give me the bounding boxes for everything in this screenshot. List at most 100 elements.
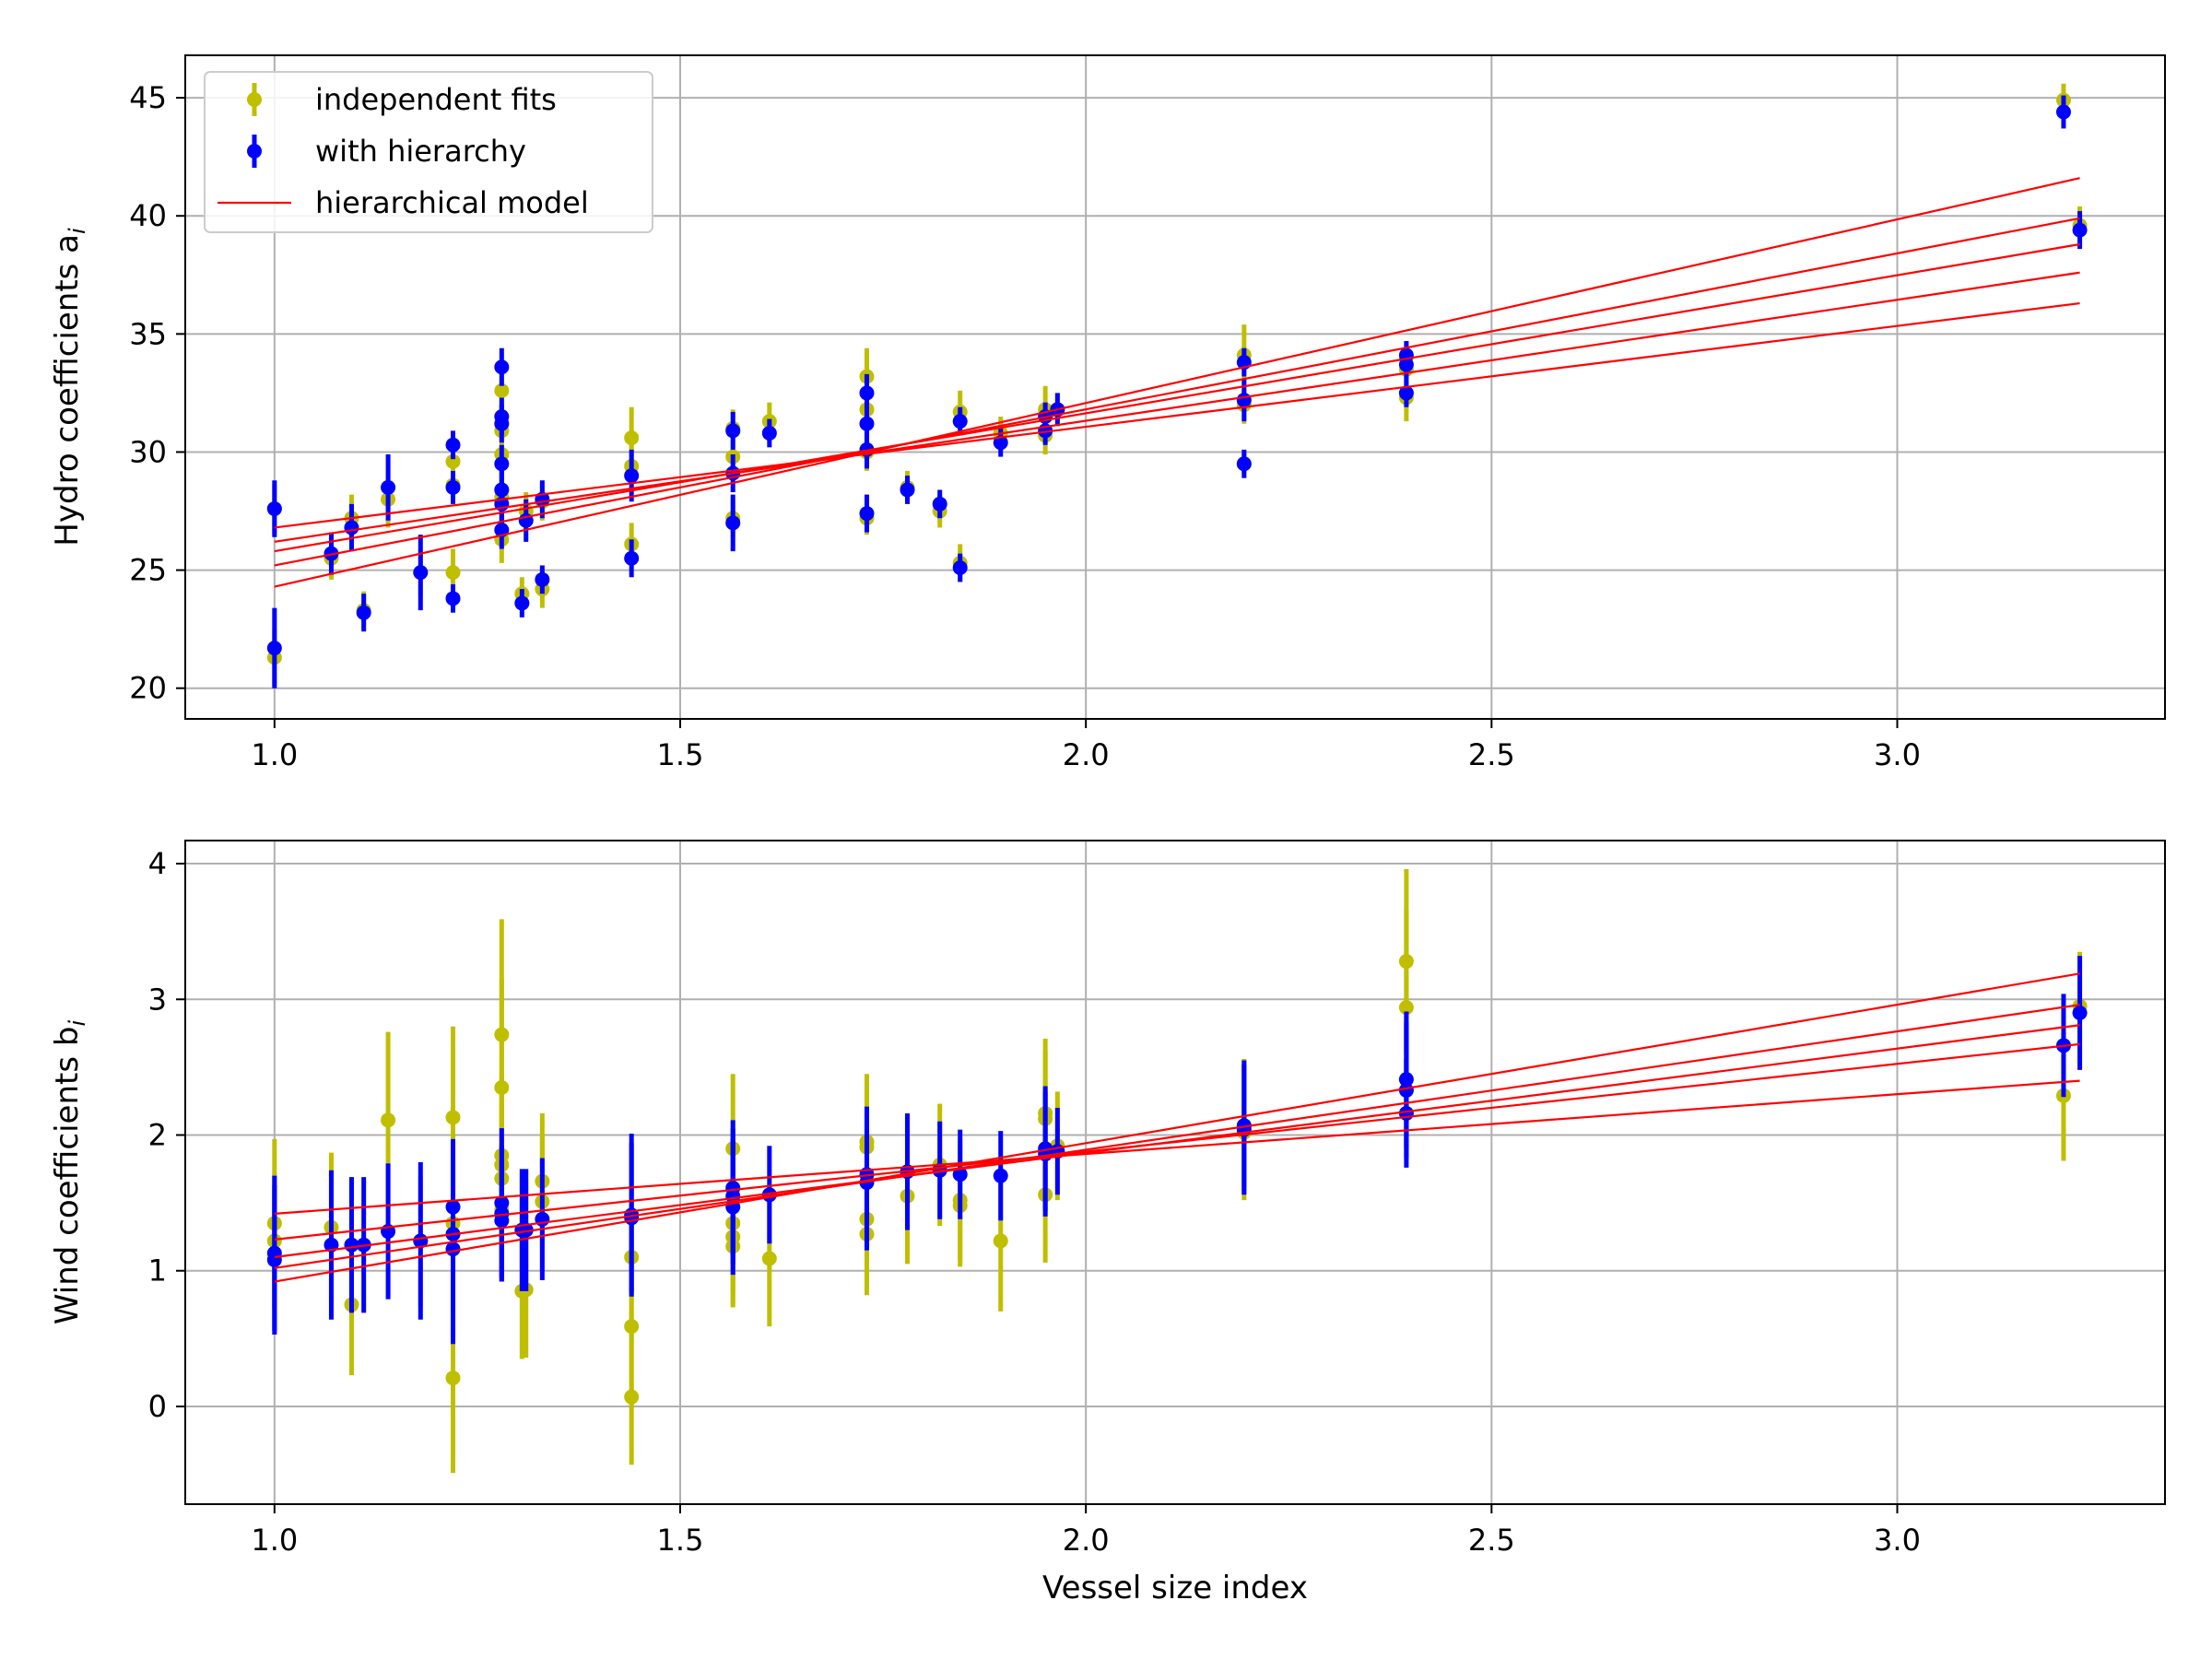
legend-point-marker [247,92,262,107]
data-point [1398,357,1414,372]
data-point [900,482,915,498]
axes-frame [184,54,2166,720]
data-point [725,515,741,531]
y-tick-label: 2 [148,1118,167,1153]
data-point [932,496,947,512]
data-point [266,1252,282,1267]
data-point [952,560,968,576]
data-point [624,550,640,566]
data-point [514,595,530,611]
data-point [859,506,875,522]
model-line [274,1079,2080,1216]
model-line [274,271,2080,543]
hierarchical-model-lines [274,177,2080,588]
data-point [952,414,968,429]
y-axis: 20 25 30 35 40 45 [129,80,185,706]
data-point [624,430,640,446]
data-point [993,1233,1008,1249]
data-point [535,571,550,587]
data-point [725,423,741,439]
x-axis-label: Vessel size index [1042,1570,1308,1606]
x-tick-label: 1.5 [657,1523,704,1558]
data-point [266,641,282,656]
plot-area [266,868,2088,1474]
x-tick-label: 1.0 [251,1523,298,1558]
axes-frame [184,840,2166,1505]
data-point [1236,393,1252,408]
x-tick-label: 2.0 [1063,737,1110,772]
model-line [274,972,2080,1283]
model-line [274,242,2080,553]
data-point [1398,1000,1414,1016]
y-axis-label-subscript: i [65,228,90,234]
data-point [624,1319,640,1335]
data-point [2055,104,2071,120]
legend: independent fits with hierarchy hierarchic… [204,71,653,233]
data-point [344,520,359,535]
model-line [274,301,2080,529]
wind-coefficients-panel: 1.0 1.5 2.0 2.5 3.0 0 1 2 3 4 Wind coefficients bi… [49,840,2166,1606]
x-tick-label: 3.0 [1874,737,1921,772]
data-point [1236,456,1252,472]
x-tick-label: 1.5 [657,737,704,772]
data-point [381,1112,396,1128]
y-axis-label: Wind coefficients bi [49,1020,90,1325]
data-point [381,479,396,495]
data-point [2072,1005,2088,1020]
model-line [274,217,2080,567]
data-point [993,435,1008,451]
legend-label: hierarchical model [315,185,589,220]
data-point [445,1371,461,1386]
data-point [494,359,510,375]
data-point [445,1110,461,1125]
model-line [274,1042,2080,1241]
model-line [274,1004,2080,1269]
legend-label: independent fits [315,82,557,117]
y-tick-label: 4 [148,846,167,881]
data-point [445,453,461,469]
legend-label: with hierarchy [315,134,526,169]
y-axis-label-text: Wind coefficients b [49,1027,86,1325]
y-tick-label: 3 [148,982,167,1017]
data-point [445,591,461,606]
data-point [494,1213,510,1229]
x-tick-label: 2.5 [1468,1523,1515,1558]
data-point [445,1241,461,1257]
y-tick-label: 25 [129,553,167,588]
data-point [761,1251,777,1266]
data-point [266,500,282,516]
data-point [356,605,371,620]
data-point [445,479,461,495]
data-point [859,416,875,431]
grid [185,841,2165,1504]
data-point [413,565,429,581]
hierarchical-model-lines [274,972,2080,1283]
x-axis: 1.0 1.5 2.0 2.5 3.0 [251,1504,1921,1558]
data-point [494,382,510,398]
y-axis-label: Hydro coefficients ai [49,228,90,547]
x-tick-label: 2.5 [1468,737,1515,772]
data-point [494,456,510,472]
data-point [993,1168,1008,1183]
data-point [859,385,875,401]
data-point [494,416,510,431]
y-axis: 0 1 2 3 4 [148,846,185,1424]
data-point [2072,222,2088,238]
y-tick-label: 30 [129,434,167,469]
data-point [624,1389,640,1405]
data-point [445,437,461,453]
data-point [518,1222,534,1238]
x-tick-label: 1.0 [251,737,298,772]
data-point [1398,385,1414,401]
y-tick-label: 45 [129,80,167,115]
legend-point-marker [247,144,262,159]
y-axis-label-text: Hydro coefficients a [49,234,86,547]
data-point [445,565,461,581]
x-tick-label: 2.0 [1063,1523,1110,1558]
y-axis-label-subscript: i [65,1020,90,1027]
data-point [761,425,777,441]
plot-area [266,83,2088,688]
data-point [952,1167,968,1182]
